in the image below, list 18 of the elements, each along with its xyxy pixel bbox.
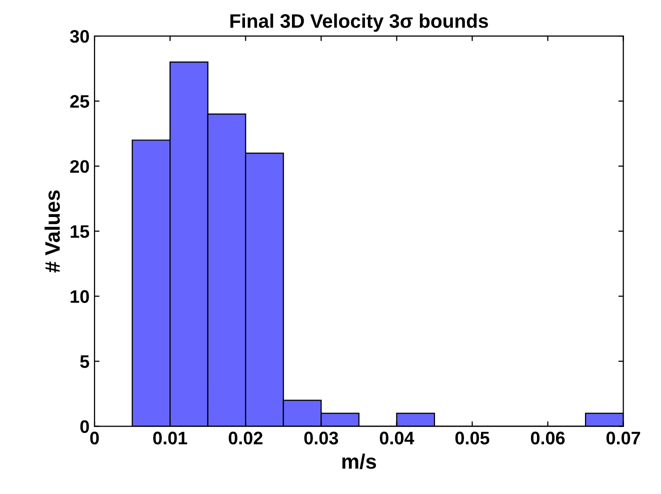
- y-axis-title: # Values: [44, 190, 60, 273]
- x-tick-label: 0.01: [153, 432, 188, 444]
- x-tick-label: 0.03: [304, 432, 338, 444]
- x-tick-label: 0.07: [606, 432, 640, 444]
- y-tick-label: 25: [70, 95, 90, 108]
- y-tick-label: 10: [70, 290, 89, 303]
- chart-title: Final 3D Velocity 3σ bounds: [230, 14, 488, 32]
- y-tick-label: 5: [80, 355, 90, 368]
- x-tick-label: 0.04: [380, 432, 414, 444]
- y-tick-label: 30: [70, 30, 89, 43]
- x-tick-label: 0.05: [455, 432, 490, 444]
- x-axis-title: m/s: [342, 454, 376, 470]
- x-tick-label: 0.06: [530, 432, 565, 444]
- x-tick-label: 0.02: [228, 432, 262, 444]
- x-tick-label: 0: [90, 432, 99, 444]
- y-tick-label: 0: [80, 420, 89, 434]
- y-tick-label: 20: [70, 160, 89, 173]
- y-tick-label: 15: [70, 225, 90, 238]
